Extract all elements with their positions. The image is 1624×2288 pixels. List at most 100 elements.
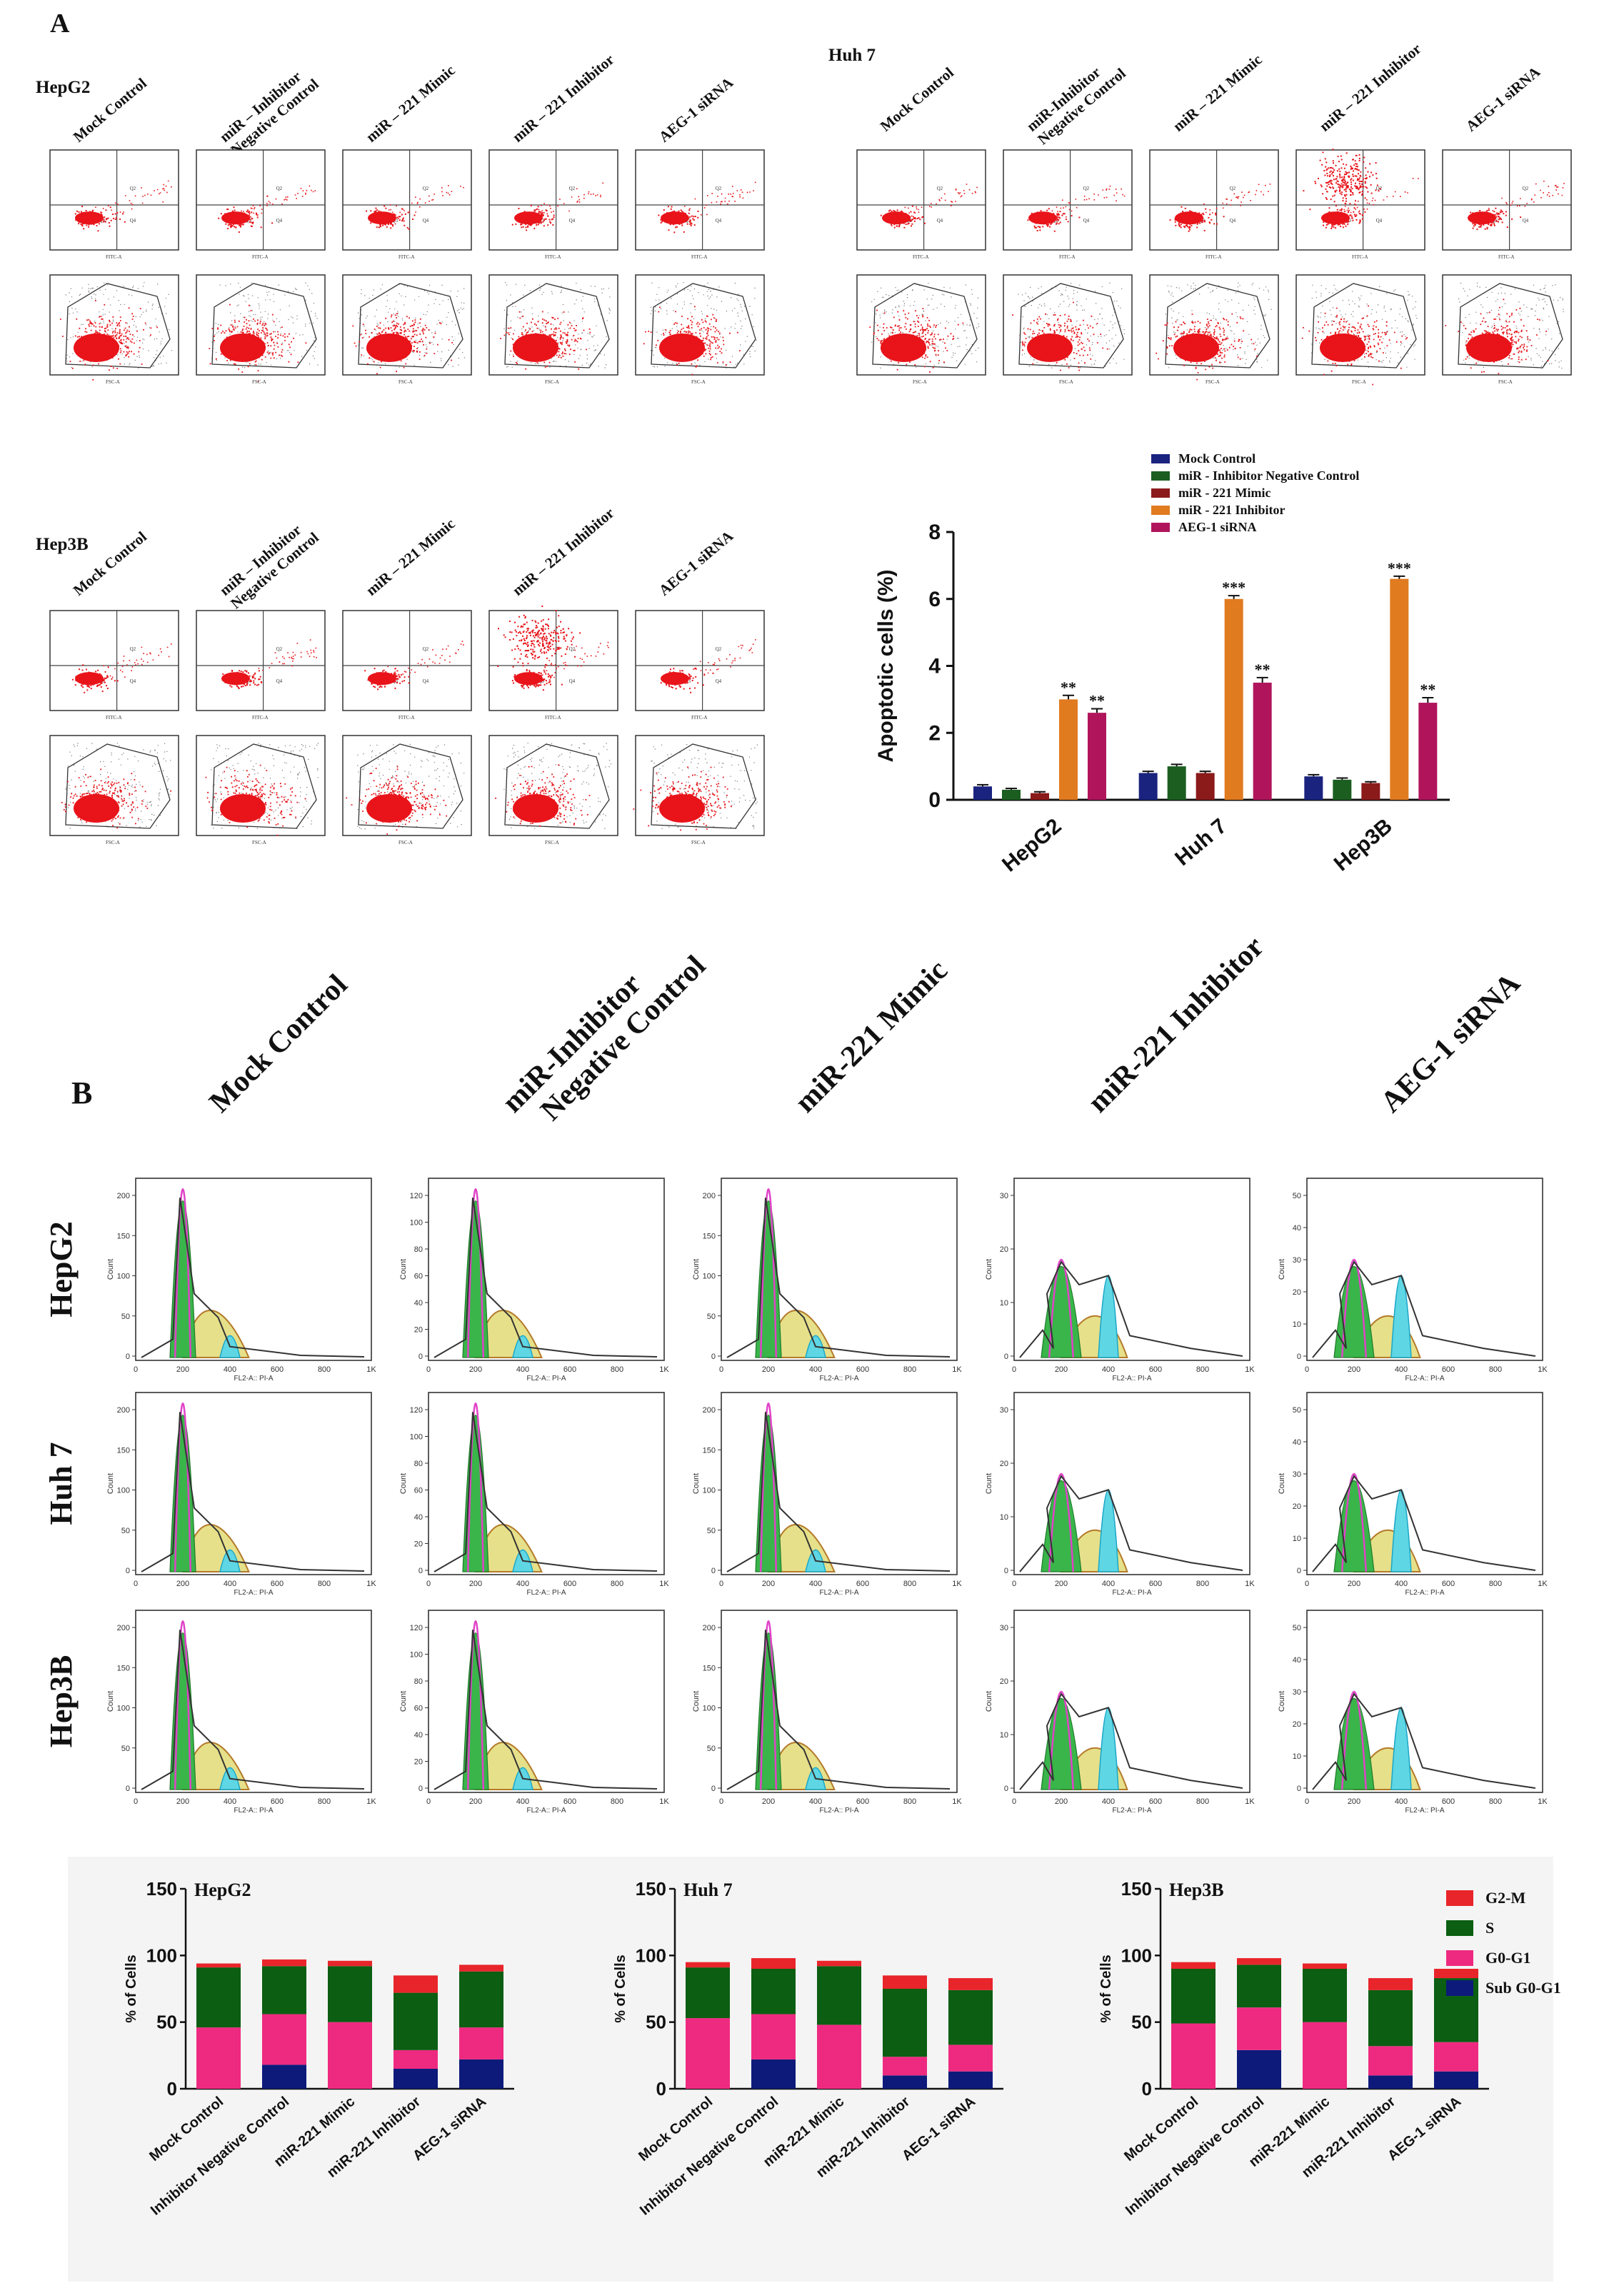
quadrant-label: Q4 [276, 678, 283, 684]
histogram-y-tick-label: 120 [410, 1192, 423, 1200]
histogram-x-tick-label: 1K [366, 1365, 376, 1374]
histogram-y-tick-label: 100 [117, 1705, 130, 1713]
gate-x-label: FSC-A [913, 379, 927, 385]
stacked-segment [686, 1962, 730, 1968]
quadrant-label: Q4 [1376, 218, 1383, 224]
histogram-y-tick-label: 10 [1000, 1513, 1008, 1522]
histogram-x-tick-label: 400 [1395, 1365, 1408, 1374]
stacked-segment [817, 2024, 861, 2089]
histogram-y-tick-label: 200 [117, 1406, 130, 1415]
histogram-y-tick-label: 20 [414, 1758, 423, 1767]
gated-core [1027, 333, 1073, 362]
quadrant-plot-frame [635, 149, 765, 251]
stacked-y-tick-label: 0 [656, 2078, 666, 2099]
scatter-core [368, 211, 396, 225]
quadrant-plot-frame [1003, 149, 1133, 251]
histogram-x-tick-label: 0 [134, 1365, 138, 1374]
quadrant-plot-frame [196, 610, 326, 711]
gated-core [366, 333, 412, 362]
scatter-events [1470, 181, 1565, 231]
stacked-chart-title: Huh 7 [683, 1880, 733, 1900]
stacked-segment [459, 2059, 503, 2089]
histogram-x-tick-label: 1K [366, 1580, 376, 1588]
histogram-x-tick-label: 200 [762, 1797, 775, 1806]
stacked-segment [751, 2059, 796, 2089]
g1-fit-line [1340, 1258, 1368, 1358]
scatter-x-label: FITC-A [691, 715, 708, 721]
stacked-y-tick-label: 50 [646, 2012, 666, 2033]
quadrant-label: Q4 [716, 218, 722, 224]
histogram-x-tick-label: 1K [1538, 1365, 1548, 1374]
quadrant-label: Q4 [1230, 218, 1236, 224]
stacked-segment [883, 2075, 927, 2089]
histogram-y-tick-label: 0 [1004, 1353, 1008, 1361]
histogram-y-tick-label: 50 [707, 1745, 716, 1753]
apop-y-tick-label: 8 [928, 521, 941, 544]
gate-x-label: FSC-A [691, 379, 706, 385]
histogram-y-tick-label: 100 [703, 1273, 716, 1281]
histogram-y-tick-label: 200 [703, 1624, 716, 1632]
stacked-y-tick-label: 50 [1131, 2012, 1152, 2033]
gate-polygon [1458, 283, 1563, 368]
histogram-x-tick-label: 0 [426, 1797, 431, 1806]
stacked-y-title: % of Cells [124, 1955, 139, 2023]
histogram-trace [1312, 1260, 1536, 1358]
quadrant-plot-frame [635, 610, 765, 711]
histogram-x-tick-label: 600 [271, 1797, 284, 1806]
gate-polygon [358, 283, 463, 368]
histogram-x-tick-label: 0 [426, 1580, 431, 1588]
quadrant-label: Q2 [276, 646, 283, 652]
apop-legend-label: Mock Control [1178, 451, 1255, 466]
apop-y-title: Apoptotic cells (%) [874, 569, 898, 762]
stacked-segment [262, 1966, 306, 2014]
scatter-core [1028, 211, 1057, 225]
stacked-segment [751, 2014, 796, 2059]
histogram-x-tick-label: 800 [1196, 1797, 1209, 1806]
apop-bar [1390, 578, 1409, 800]
gate-x-label: FSC-A [399, 379, 413, 385]
stacked-segment [1303, 1963, 1347, 1969]
gated-core [659, 333, 705, 362]
histogram-x-tick-label: 800 [611, 1365, 623, 1374]
g1-fit-line [466, 1403, 485, 1572]
stacked-segment [459, 2027, 503, 2059]
gate-polygon [1018, 283, 1124, 368]
g1-fit-line [1048, 1258, 1075, 1358]
histogram-x-tick-label: 800 [1489, 1797, 1502, 1806]
histogram-x-tick-label: 400 [224, 1580, 236, 1588]
histogram-trace [726, 1630, 951, 1790]
quadrant-label: Q4 [716, 678, 722, 684]
panel-label-b: B [71, 1075, 92, 1110]
quadrant-plot-frame [49, 149, 179, 251]
stacked-segment [1368, 1990, 1413, 2047]
histogram-y-title: Count [692, 1473, 701, 1494]
apop-bar [1088, 713, 1106, 800]
gate-polygon [358, 743, 463, 829]
scatter-core [75, 672, 104, 686]
histogram-y-title: Count [985, 1691, 993, 1712]
histogram-y-tick-label: 50 [707, 1313, 716, 1321]
gated-core [513, 333, 558, 362]
apop-significance: *** [1222, 578, 1245, 596]
scatter-x-label: FITC-A [545, 254, 561, 260]
scatter-x-label: FITC-A [1498, 254, 1515, 260]
histogram-frame [1013, 1178, 1250, 1361]
stacked-segment [1171, 1969, 1216, 2024]
histogram-trace [433, 1198, 658, 1358]
gate-x-label: FSC-A [252, 379, 266, 385]
histogram-x-tick-label: 1K [1538, 1797, 1548, 1806]
histogram-trace [1312, 1475, 1536, 1572]
g1-fit-line [174, 1620, 192, 1790]
histogram-y-tick-label: 0 [1297, 1353, 1301, 1361]
quadrant-plot-frame [1149, 149, 1279, 251]
histogram-x-tick-label: 400 [516, 1365, 529, 1374]
histogram-y-tick-label: 40 [1293, 1656, 1301, 1665]
histogram-x-tick-label: 800 [903, 1365, 916, 1374]
histogram-x-tick-label: 200 [469, 1580, 482, 1588]
histogram-y-tick-label: 60 [414, 1705, 423, 1713]
quadrant-plot: Q2Q3Q4FITC-A [488, 606, 618, 721]
gated-core [1466, 333, 1512, 362]
